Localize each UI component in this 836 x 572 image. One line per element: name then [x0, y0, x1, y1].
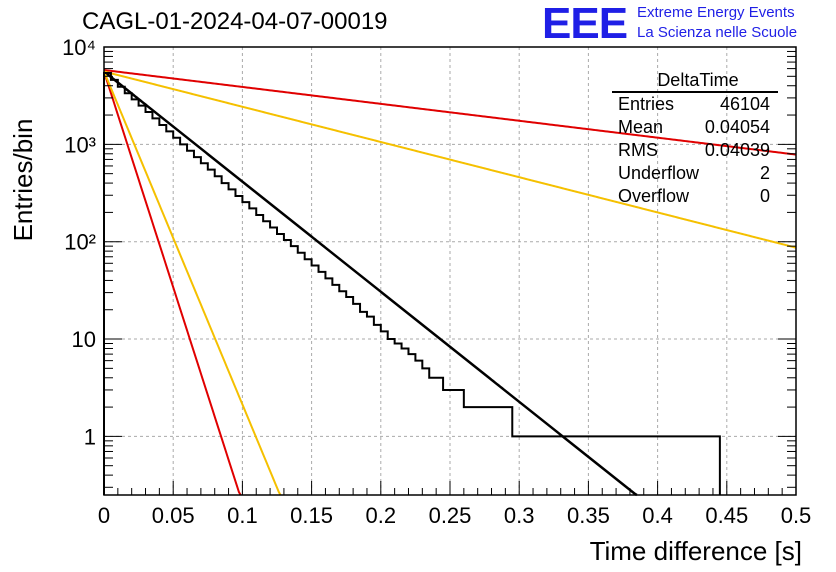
- histogram: [103, 72, 721, 495]
- x-tick-label: 0.2: [366, 503, 397, 528]
- stat-value: 46104: [719, 94, 770, 114]
- org-subtitle: La Scienza nelle Scuole: [637, 24, 798, 41]
- x-tick-label: 0.3: [504, 503, 535, 528]
- y-tick-label: 10²: [64, 230, 96, 255]
- x-tick-label: 0.35: [567, 503, 610, 528]
- stat-label: Mean: [618, 117, 664, 137]
- stat-value: 0.04054: [704, 117, 770, 137]
- x-tick-label: 0: [98, 503, 110, 528]
- stat-row-underflow: Underflow 2: [612, 162, 778, 185]
- org-name: Extreme Energy Events: [637, 4, 795, 21]
- x-tick-label: 0.1: [227, 503, 258, 528]
- stat-row-rms: RMS 0.04039: [612, 139, 778, 162]
- stats-box: DeltaTime Entries 46104 Mean 0.04054 RMS…: [612, 70, 778, 208]
- stat-row-mean: Mean 0.04054: [612, 116, 778, 139]
- x-tick-label: 0.45: [705, 503, 748, 528]
- axis-ticks: [103, 46, 797, 495]
- y-tick-labels: 1 10 10² 10³ 10⁴: [62, 35, 96, 449]
- eee-logo: EEE: [542, 0, 628, 48]
- curve-orange-steep: [103, 71, 282, 496]
- y-tick-label: 10⁴: [62, 35, 96, 60]
- fit-curves: [103, 69, 797, 497]
- stat-label: Entries: [618, 94, 675, 114]
- curve-red-slow: [103, 69, 797, 156]
- chart-title: CAGL-01-2024-04-07-00019: [82, 8, 388, 35]
- stat-row-entries: Entries 46104: [612, 93, 778, 116]
- curve-orange-medium: [103, 70, 797, 249]
- stat-label: Overflow: [618, 186, 690, 206]
- x-axis-label: Time difference [s]: [590, 536, 802, 566]
- y-tick-label: 10: [72, 327, 96, 352]
- x-tick-label: 0.4: [642, 503, 673, 528]
- stat-label: RMS: [618, 140, 658, 160]
- stat-value: 0: [759, 186, 770, 206]
- stat-value: 2: [759, 163, 770, 183]
- curve-red-steep: [103, 71, 242, 496]
- y-tick-label: 1: [84, 424, 96, 449]
- y-tick-label: 10³: [64, 132, 96, 157]
- stat-label: Underflow: [618, 163, 700, 183]
- x-tick-label: 0.5: [781, 503, 812, 528]
- y-axis-label: Entries/bin: [8, 119, 38, 242]
- stat-row-overflow: Overflow 0: [612, 185, 778, 208]
- x-tick-labels: 0 0.05 0.1 0.15 0.2 0.25 0.3 0.35 0.4 0.45 0.5: [98, 503, 811, 528]
- stats-title: DeltaTime: [612, 70, 778, 93]
- x-tick-label: 0.05: [152, 503, 195, 528]
- x-tick-label: 0.25: [429, 503, 472, 528]
- curve-fit: [103, 70, 638, 497]
- stat-value: 0.04039: [704, 140, 770, 160]
- x-tick-label: 0.15: [290, 503, 333, 528]
